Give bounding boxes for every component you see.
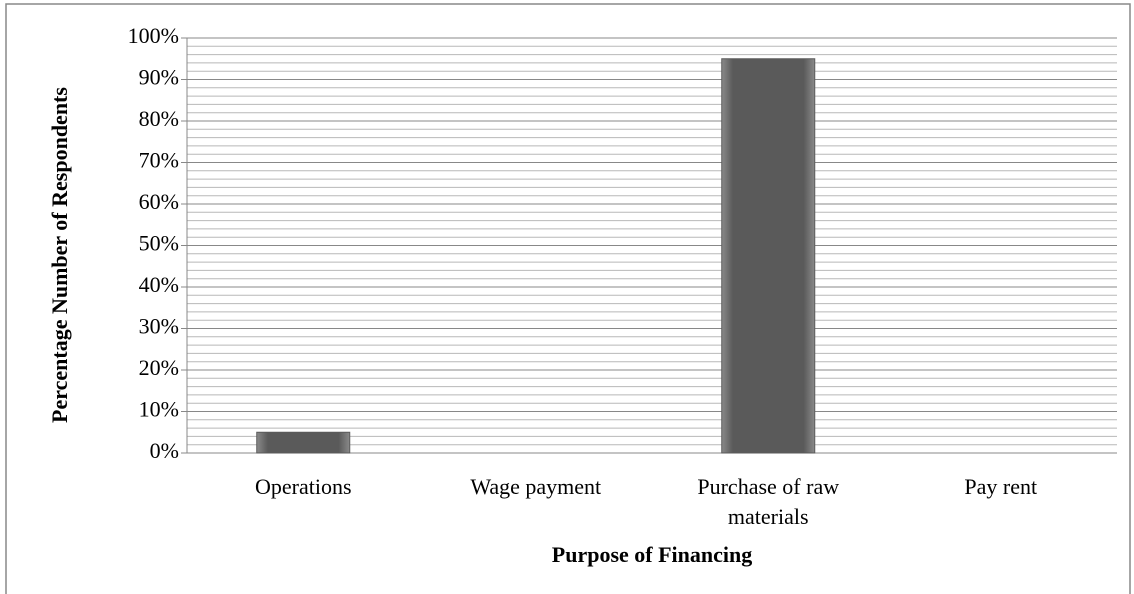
- bar: [256, 431, 351, 454]
- x-tick-label: Purchase of raw materials: [697, 474, 840, 529]
- y-tick-label: 60%: [139, 189, 179, 214]
- y-tick-label: 100%: [128, 23, 179, 48]
- y-tick-label: 90%: [139, 65, 179, 90]
- x-tick-label: Operations: [254, 474, 352, 499]
- x-tick-label: Wage payment: [470, 474, 602, 499]
- bar: [721, 58, 816, 454]
- frame: [5, 3, 1131, 594]
- y-axis-title: Percentage Number of Respondents: [47, 87, 72, 423]
- y-tick-label: 40%: [139, 272, 179, 297]
- y-tick-label: 30%: [139, 314, 179, 339]
- y-tick-label: 70%: [139, 148, 179, 173]
- y-tick-label: 80%: [139, 106, 179, 131]
- y-tick-label: 20%: [139, 355, 179, 380]
- y-tick-label: 50%: [139, 231, 179, 256]
- x-tick-label: Pay rent: [964, 474, 1038, 499]
- x-axis-title: Purpose of Financing: [552, 542, 752, 567]
- y-tick-label: 10%: [139, 397, 179, 422]
- y-tick-label: 0%: [150, 438, 179, 463]
